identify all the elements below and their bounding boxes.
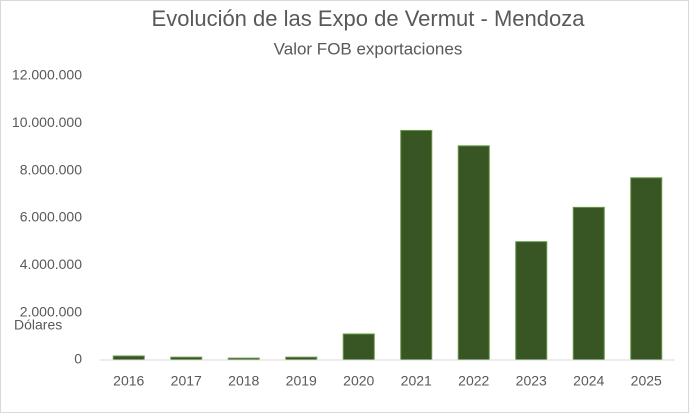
x-tick-label: 2022 bbox=[458, 373, 489, 389]
x-tick-label: 2023 bbox=[516, 373, 547, 389]
x-tick-label: 2018 bbox=[228, 373, 259, 389]
x-tick-label: 2024 bbox=[573, 373, 604, 389]
y-tick-label: 2.000.000 bbox=[20, 303, 82, 319]
y-tick-label: 4.000.000 bbox=[20, 256, 82, 272]
y-tick-label: 12.000.000 bbox=[12, 67, 82, 83]
bar bbox=[515, 241, 548, 361]
x-tick-label: 2020 bbox=[343, 373, 374, 389]
x-tick-label: 2017 bbox=[171, 373, 202, 389]
bar bbox=[457, 145, 490, 361]
bar bbox=[112, 355, 145, 361]
bar bbox=[400, 129, 433, 361]
x-tick-label: 2021 bbox=[401, 373, 432, 389]
y-tick-label: 0 bbox=[74, 351, 82, 367]
bar bbox=[342, 333, 375, 361]
chart-subtitle: Valor FOB exportaciones bbox=[274, 39, 463, 58]
x-tick-label: 2016 bbox=[113, 373, 144, 389]
y-tick-label: 8.000.000 bbox=[20, 161, 82, 177]
x-tick-label: 2019 bbox=[286, 373, 317, 389]
chart-title: Evolución de las Expo de Vermut - Mendoz… bbox=[152, 6, 586, 31]
bar bbox=[572, 206, 605, 361]
y-tick-label: 10.000.000 bbox=[12, 114, 82, 130]
x-tick-label: 2025 bbox=[631, 373, 662, 389]
y-axis-label: Dólares bbox=[14, 317, 62, 333]
y-tick-label: 6.000.000 bbox=[20, 209, 82, 225]
bar bbox=[630, 177, 663, 361]
